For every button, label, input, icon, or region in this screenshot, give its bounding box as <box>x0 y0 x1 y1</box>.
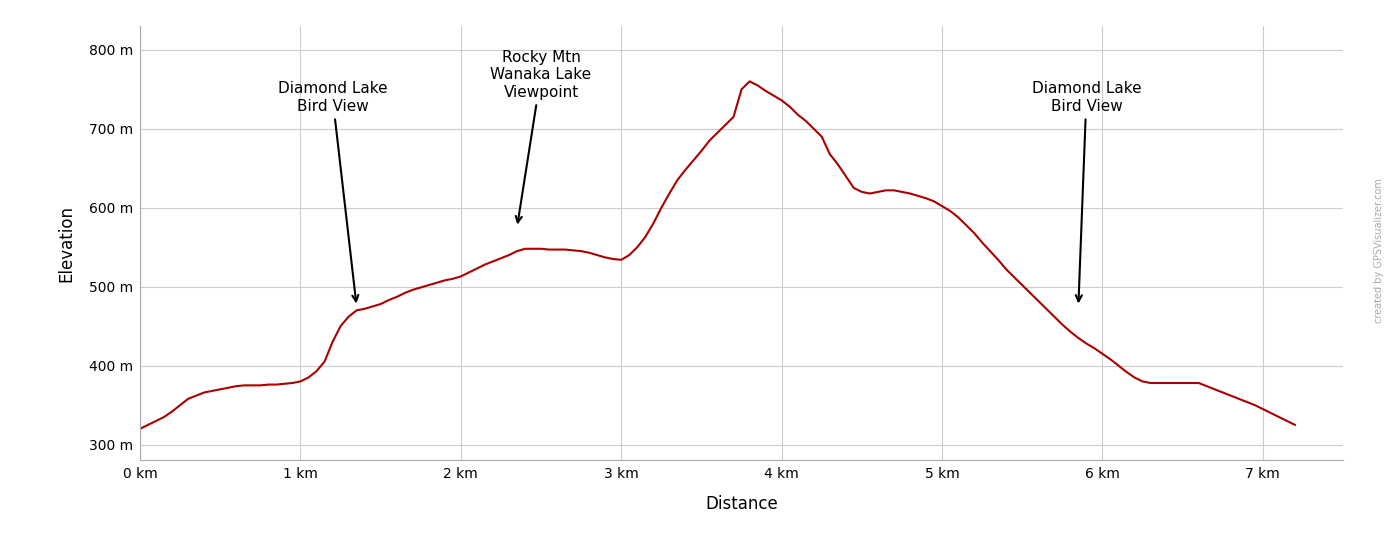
Text: Diamond Lake
Bird View: Diamond Lake Bird View <box>277 81 388 301</box>
Text: created by GPSVisualizer.com: created by GPSVisualizer.com <box>1373 178 1385 322</box>
Text: Diamond Lake
Bird View: Diamond Lake Bird View <box>1032 81 1141 301</box>
Y-axis label: Elevation: Elevation <box>57 205 76 282</box>
Text: Rocky Mtn
Wanaka Lake
Viewpoint: Rocky Mtn Wanaka Lake Viewpoint <box>490 50 592 222</box>
X-axis label: Distance: Distance <box>706 495 778 513</box>
